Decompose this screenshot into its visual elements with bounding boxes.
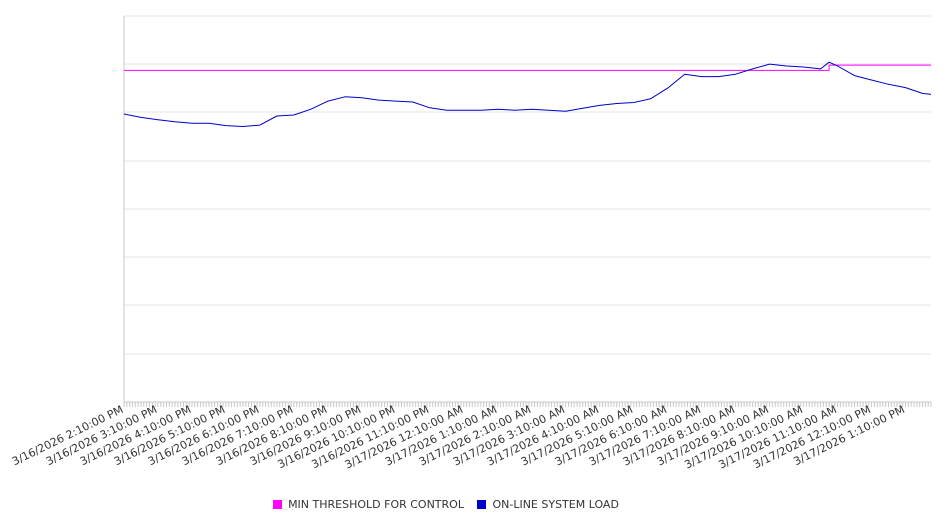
legend: MIN THRESHOLD FOR CONTROL ON-LINE SYSTEM… xyxy=(0,498,892,512)
system-load-line xyxy=(123,61,932,127)
threshold-line xyxy=(124,64,931,71)
legend-label-system-load: ON-LINE SYSTEM LOAD xyxy=(492,498,619,511)
x-axis-tick-labels: 3/16/2026 2:10:00 PM3/16/2026 3:10:00 PM… xyxy=(10,403,907,472)
legend-swatch-threshold xyxy=(273,500,283,509)
x-axis-ticks xyxy=(123,402,932,407)
legend-swatch-system-load xyxy=(477,500,487,509)
axes xyxy=(123,16,931,403)
gridlines xyxy=(124,15,931,355)
legend-item-threshold[interactable]: MIN THRESHOLD FOR CONTROL xyxy=(273,498,464,511)
legend-item-system-load[interactable]: ON-LINE SYSTEM LOAD xyxy=(477,498,619,511)
series-lines xyxy=(123,61,932,127)
legend-label-threshold: MIN THRESHOLD FOR CONTROL xyxy=(288,498,464,511)
